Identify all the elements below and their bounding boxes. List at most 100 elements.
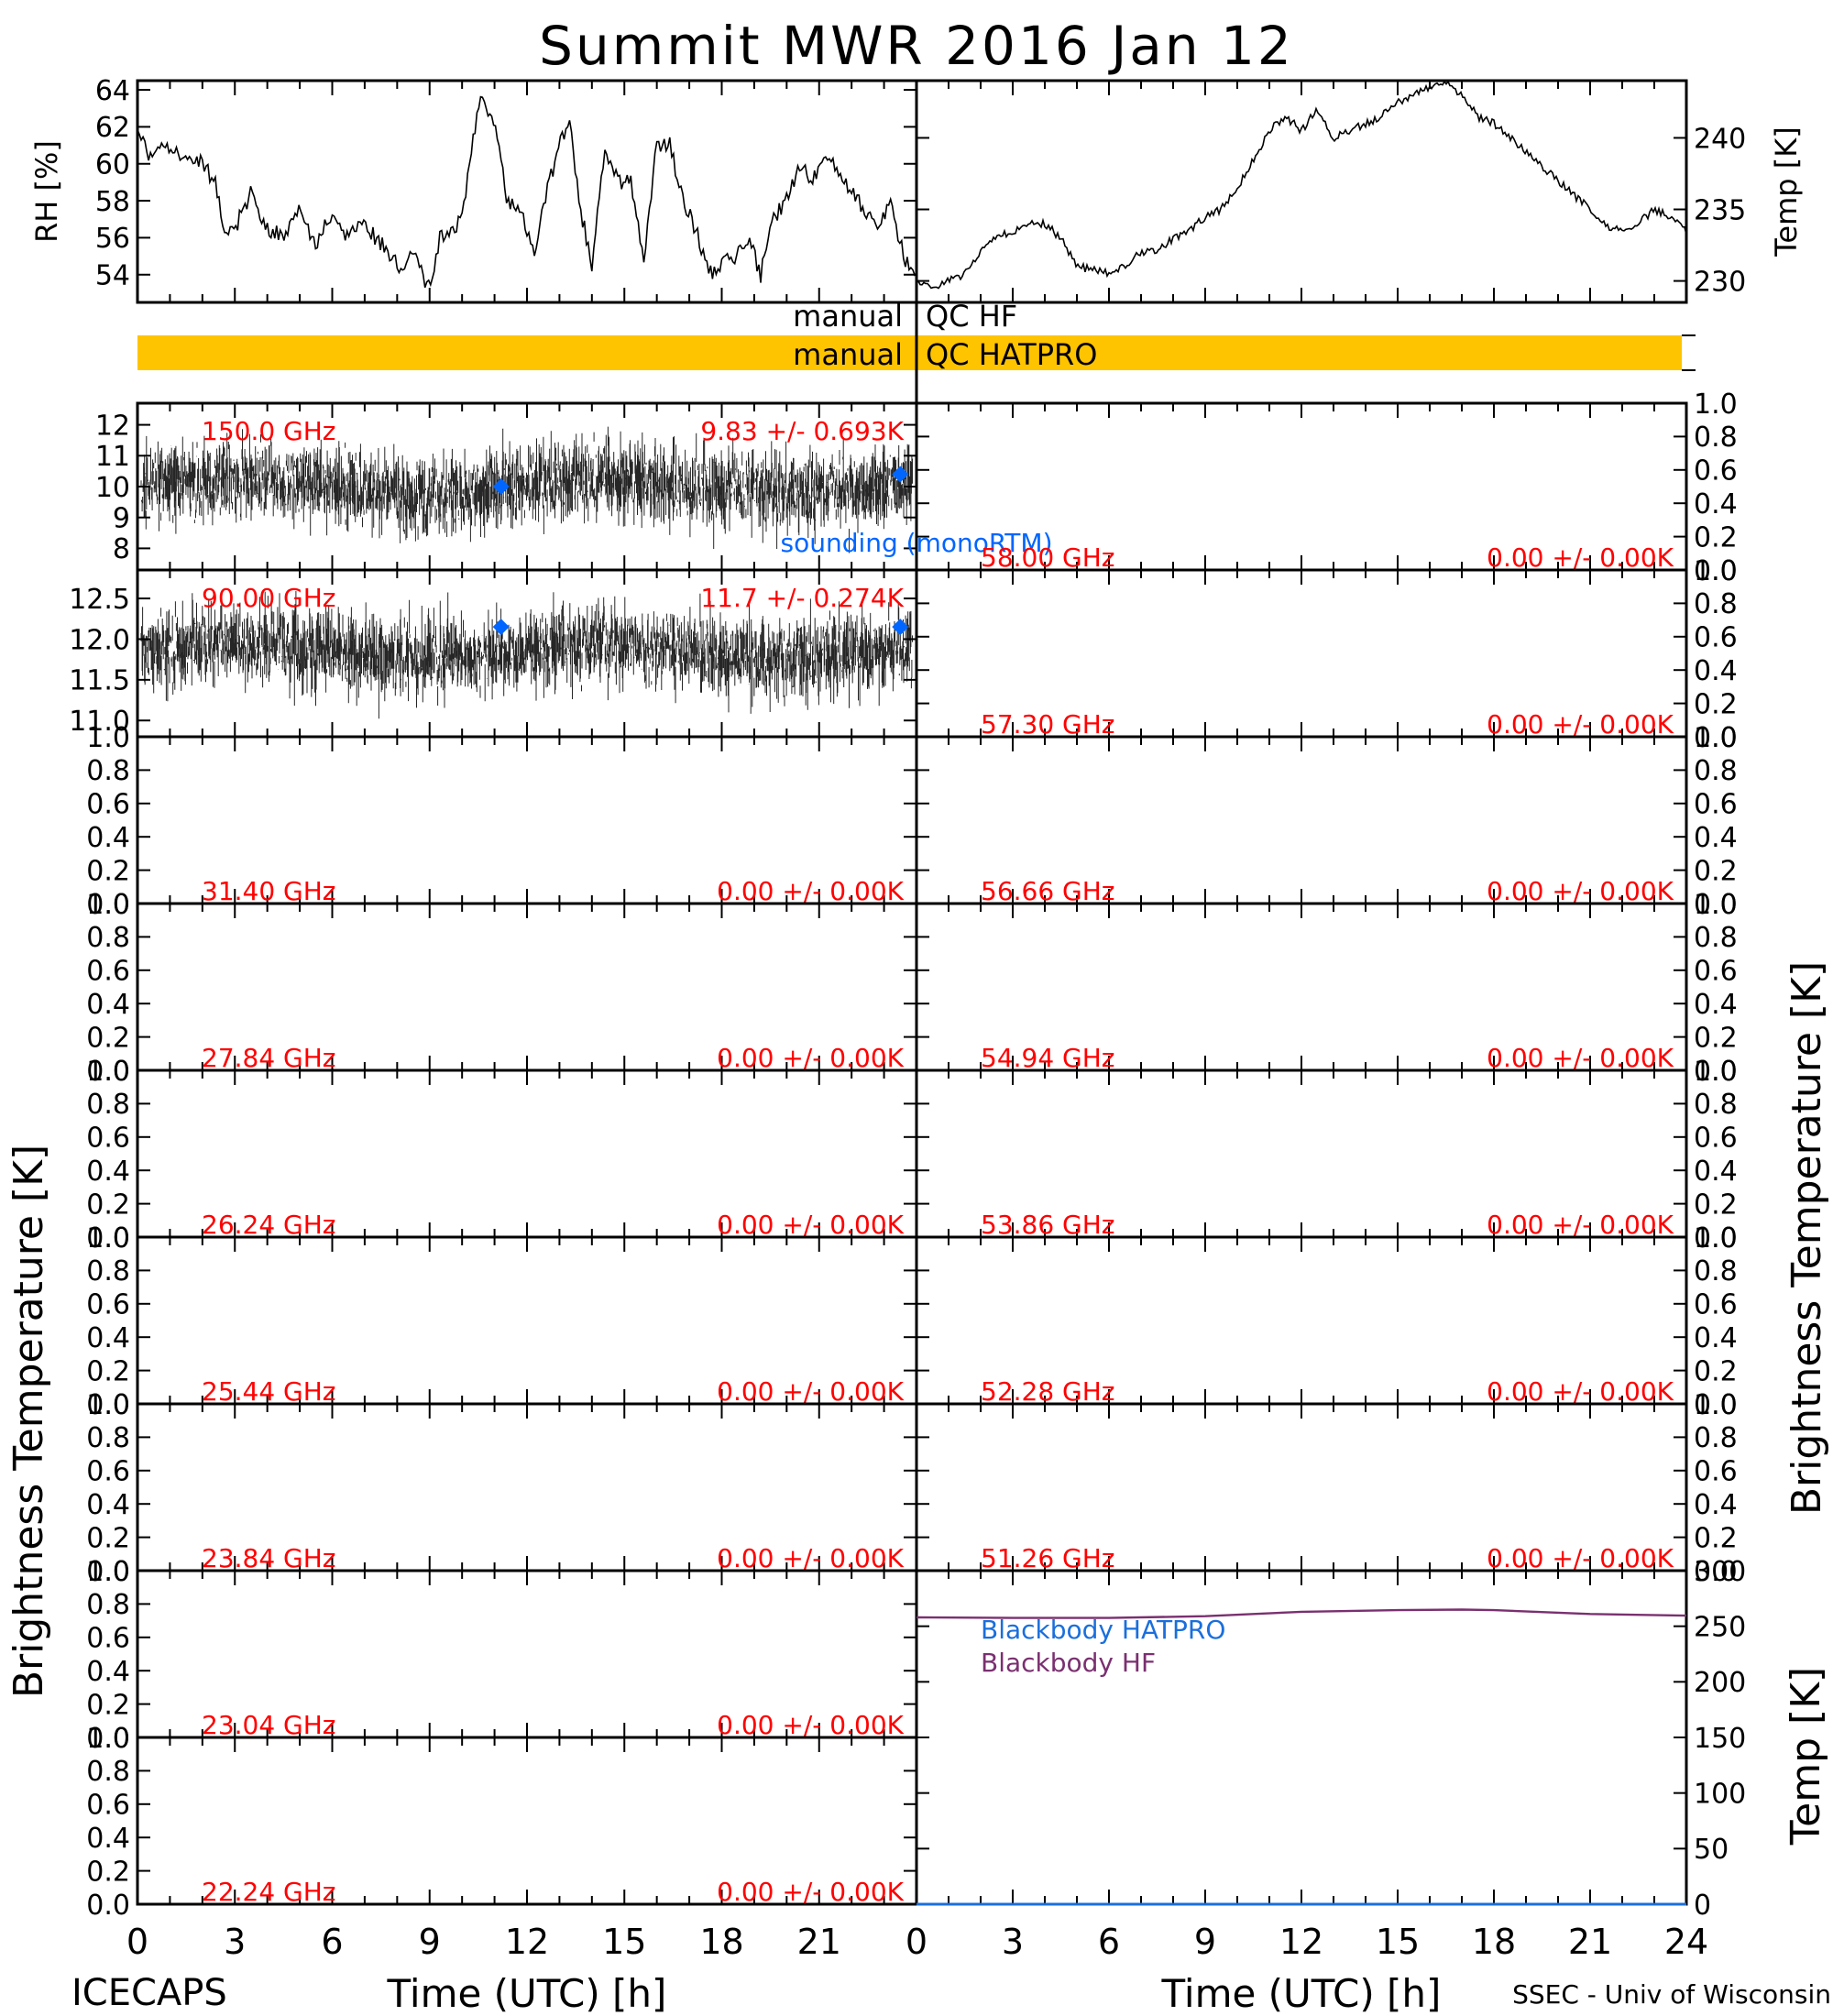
right-panel-6-y-tick-label: 0.8 bbox=[1694, 1422, 1738, 1454]
left-panel-6-y-tick-label: 0.4 bbox=[86, 1489, 130, 1521]
left-panel-0-y-tick-label: 8 bbox=[113, 533, 130, 565]
left-panel-8-freq-label: 22.24 GHz bbox=[202, 1877, 336, 1907]
left-x-tick-label: 6 bbox=[321, 1922, 343, 1962]
left-x-tick-label: 12 bbox=[505, 1922, 549, 1962]
left-panel-1-y-tick-label: 12.0 bbox=[69, 624, 130, 656]
left-panel-4-y-tick-label: 0.2 bbox=[86, 1189, 130, 1221]
right-panel-5-freq-label: 52.28 GHz bbox=[981, 1376, 1115, 1407]
left-panel-7-freq-label: 23.04 GHz bbox=[202, 1710, 336, 1740]
temp-panel: 230 235 240 Temp [K] bbox=[915, 79, 1804, 304]
right-x-tick-label: 21 bbox=[1568, 1922, 1612, 1962]
left-panel-0-sounding-marker bbox=[492, 478, 510, 495]
blackbody-panel: 0 50 100 150 200 250 300 Blackbody HATPROBlackb… bbox=[915, 1556, 1829, 1922]
right-panel-4-y-tick-label: 0.0 bbox=[1694, 1222, 1738, 1255]
left-panel-8-y-tick-label: 0.2 bbox=[86, 1856, 130, 1888]
right-brightness-axis-label: Brightness Temperature [K] bbox=[1784, 961, 1830, 1515]
left-panel-1-y-tick-label: 11.5 bbox=[69, 665, 130, 697]
right-x-tick-label: 15 bbox=[1376, 1922, 1420, 1962]
left-panel-8-y-tick-label: 0.0 bbox=[86, 1890, 130, 1922]
right-panel-2-y-tick-label: 1.0 bbox=[1694, 722, 1738, 754]
right-panel-0-stats-label: 0.00 +/- 0.00K bbox=[1487, 542, 1674, 573]
right-panel-3-y-tick-label: 1.0 bbox=[1694, 889, 1738, 921]
left-panel-6-freq-label: 23.84 GHz bbox=[202, 1543, 336, 1573]
left-x-axis-label: Time (UTC) [h] bbox=[387, 1971, 667, 2016]
left-panel-2-y-tick-label: 0.4 bbox=[86, 822, 130, 854]
right-panel-5-stats-label: 0.00 +/- 0.00K bbox=[1487, 1376, 1674, 1407]
left-panel-2-freq-label: 31.40 GHz bbox=[202, 876, 336, 906]
left-panel-0-y-tick-label: 12 bbox=[95, 410, 130, 442]
left-panel-5-y-tick-label: 0.0 bbox=[86, 1389, 130, 1421]
rh-y-tick-label: 64 bbox=[95, 75, 130, 107]
left-x-tick-label: 21 bbox=[797, 1922, 841, 1962]
temp-axis-label: Temp [K] bbox=[1769, 126, 1804, 257]
left-panel-5-y-tick-label: 0.6 bbox=[86, 1289, 130, 1321]
right-panel-5-y-tick-label: 1.0 bbox=[1694, 1222, 1738, 1255]
qc-label-left: manual bbox=[793, 299, 903, 334]
right-panel-3-y-tick-label: 0.8 bbox=[1694, 922, 1738, 954]
right-x-tick-label: 0 bbox=[906, 1922, 927, 1962]
right-x-tick-label: 3 bbox=[1002, 1922, 1024, 1962]
right-panel-3-y-tick-label: 0.2 bbox=[1694, 1022, 1738, 1054]
left-panel-5-y-tick-label: 1.0 bbox=[86, 1222, 130, 1255]
right-panel-0-y-tick-label: 0.4 bbox=[1694, 488, 1738, 520]
left-panel-1-sounding-marker bbox=[892, 619, 909, 636]
chart-title: Summit MWR 2016 Jan 12 bbox=[539, 15, 1294, 77]
left-panel-7-y-tick-label: 0.0 bbox=[86, 1723, 130, 1755]
right-x-tick-label: 24 bbox=[1664, 1922, 1708, 1962]
blackbody-y-tick-label: 150 bbox=[1694, 1723, 1746, 1755]
left-panel-5-freq-label: 25.44 GHz bbox=[202, 1376, 336, 1407]
right-panel-1-freq-label: 57.30 GHz bbox=[981, 709, 1115, 740]
right-panel-0-y-tick-label: 0.6 bbox=[1694, 455, 1738, 488]
left-panel-0-y-tick-label: 10 bbox=[95, 472, 130, 504]
left-brightness-axis-label: Brightness Temperature [K] bbox=[5, 1145, 52, 1698]
left-x-tick-label: 15 bbox=[602, 1922, 646, 1962]
temp-series-line bbox=[916, 80, 1687, 290]
right-panel-5-y-tick-label: 0.2 bbox=[1694, 1355, 1738, 1387]
left-x-tick-label: 9 bbox=[419, 1922, 441, 1962]
left-panel-7-y-tick-label: 0.4 bbox=[86, 1656, 130, 1688]
temp-y-tick-label: 235 bbox=[1694, 194, 1746, 226]
right-panel-2-y-tick-label: 0.8 bbox=[1694, 755, 1738, 787]
left-panel-0-y-tick-label: 11 bbox=[95, 441, 130, 473]
left-panel-7-y-tick-label: 0.6 bbox=[86, 1623, 130, 1655]
left-x-tick-label: 18 bbox=[699, 1922, 743, 1962]
left-panel-5-stats-label: 0.00 +/- 0.00K bbox=[717, 1376, 904, 1407]
left-panel-2-y-tick-label: 0.2 bbox=[86, 855, 130, 887]
footer-right: SSEC - Univ of Wisconsin bbox=[1512, 1979, 1831, 2010]
right-panel-5-y-tick-label: 0.8 bbox=[1694, 1255, 1738, 1287]
qc-label-right: QC HF bbox=[926, 299, 1017, 334]
right-panel-6-y-tick-label: 0.4 bbox=[1694, 1489, 1738, 1521]
left-panel-6-y-tick-label: 0.8 bbox=[86, 1422, 130, 1454]
left-panel-2-y-tick-label: 0.8 bbox=[86, 755, 130, 787]
left-panel-4-stats-label: 0.00 +/- 0.00K bbox=[717, 1210, 904, 1240]
right-panel-4-y-tick-label: 0.2 bbox=[1694, 1189, 1738, 1221]
left-panel-0-freq-label: 150.0 GHz bbox=[202, 416, 336, 446]
right-panel-2-y-tick-label: 0.0 bbox=[1694, 889, 1738, 921]
axis-labels: 0 0 3 3 6 6 9 9 12 12 15 15 18 18 21 21 24 Time (UTC) [h]… bbox=[5, 961, 1830, 2016]
right-panel-6-stats-label: 0.00 +/- 0.00K bbox=[1487, 1543, 1674, 1573]
right-panel-0-freq-label: 58.00 GHz bbox=[981, 542, 1115, 573]
blackbody-y-tick-label: 50 bbox=[1694, 1834, 1729, 1866]
right-panel-2-y-tick-label: 0.4 bbox=[1694, 822, 1738, 854]
right-panel-4-y-tick-label: 0.6 bbox=[1694, 1123, 1738, 1155]
left-panel-6-y-tick-label: 0.2 bbox=[86, 1522, 130, 1554]
rh-y-tick-label: 60 bbox=[95, 149, 130, 181]
right-panel-1-y-tick-label: 0.4 bbox=[1694, 655, 1738, 687]
rh-y-tick-label: 56 bbox=[95, 223, 130, 255]
left-panel-2-y-tick-label: 0.6 bbox=[86, 789, 130, 821]
right-panel-6-y-tick-label: 0.6 bbox=[1694, 1456, 1738, 1488]
left-panel-7-y-tick-label: 1.0 bbox=[86, 1556, 130, 1588]
left-panel-7-y-tick-label: 0.8 bbox=[86, 1589, 130, 1621]
right-x-tick-label: 6 bbox=[1098, 1922, 1120, 1962]
right-panel-2-stats-label: 0.00 +/- 0.00K bbox=[1487, 876, 1674, 906]
left-panel-0-stats-label: 9.83 +/- 0.693K bbox=[700, 416, 904, 446]
blackbody-axis-label: Temp [K] bbox=[1783, 1667, 1829, 1846]
right-panel-2-freq-label: 56.66 GHz bbox=[981, 876, 1115, 906]
left-panel-6-y-tick-label: 1.0 bbox=[86, 1389, 130, 1421]
right-panel-6-y-tick-label: 1.0 bbox=[1694, 1389, 1738, 1421]
left-panel-6-stats-label: 0.00 +/- 0.00K bbox=[717, 1543, 904, 1573]
left-panel-8-y-tick-label: 0.8 bbox=[86, 1756, 130, 1788]
left-panel-4-y-tick-label: 1.0 bbox=[86, 1056, 130, 1088]
qc-bar-fill bbox=[137, 335, 1682, 370]
